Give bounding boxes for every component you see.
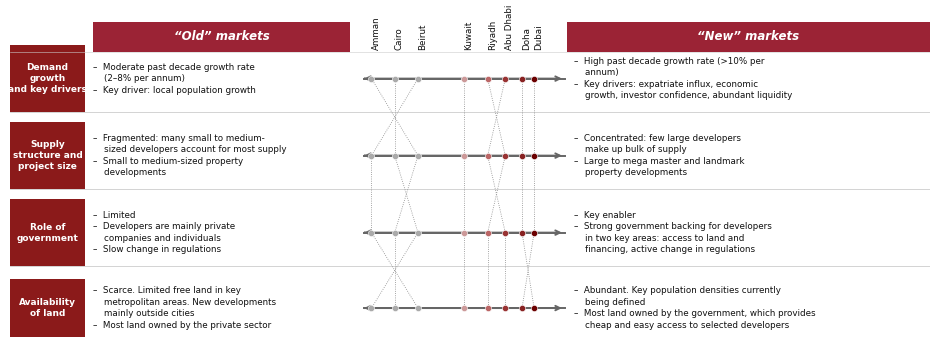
Text: “New” markets: “New” markets [698,30,800,43]
Bar [93,22,351,52]
Text: Demand
growth
and key drivers: Demand growth and key drivers [8,63,87,94]
Bar [10,199,86,267]
Text: –  Moderate past decade growth rate
    (2–8% per annum)
–  Key driver: local po: – Moderate past decade growth rate (2–8%… [93,63,256,95]
Text: Dubai: Dubai [534,25,543,50]
Text: Abu Dhabi: Abu Dhabi [505,5,514,50]
Text: Riyadh: Riyadh [487,20,497,50]
Text: Amman: Amman [371,17,380,50]
Text: –  Abundant. Key population densities currently
    being defined
–  Most land o: – Abundant. Key population densities cur… [574,286,816,330]
Bar [566,22,930,52]
Text: Kuwait: Kuwait [464,21,473,50]
Text: –  Limited
–  Developers are mainly private
    companies and individuals
–  Slo: – Limited – Developers are mainly privat… [93,211,234,254]
Text: Beirut: Beirut [418,24,427,50]
Text: –  High past decade growth rate (>10% per
    annum)
–  Key drivers: expatriate : – High past decade growth rate (>10% per… [574,57,792,100]
Text: Supply
structure and
project size: Supply structure and project size [13,140,83,171]
Text: –  Scarce. Limited free land in key
    metropolitan areas. New developments
   : – Scarce. Limited free land in key metro… [93,286,276,330]
Text: Availability
of land: Availability of land [20,298,76,318]
Text: –  Key enabler
–  Strong government backing for developers
    in two key areas:: – Key enabler – Strong government backin… [574,211,772,254]
Bar [10,279,86,337]
Text: Cairo: Cairo [394,28,404,50]
Bar [10,45,86,113]
Text: –  Concentrated: few large developers
    make up bulk of supply
–  Large to meg: – Concentrated: few large developers mak… [574,134,744,177]
Bar [10,122,86,189]
Text: Doha: Doha [522,27,531,50]
Text: “Old” markets: “Old” markets [174,30,270,43]
Text: –  Fragmented: many small to medium-
    sized developers account for most suppl: – Fragmented: many small to medium- size… [93,134,286,177]
Text: Role of
government: Role of government [17,222,78,243]
